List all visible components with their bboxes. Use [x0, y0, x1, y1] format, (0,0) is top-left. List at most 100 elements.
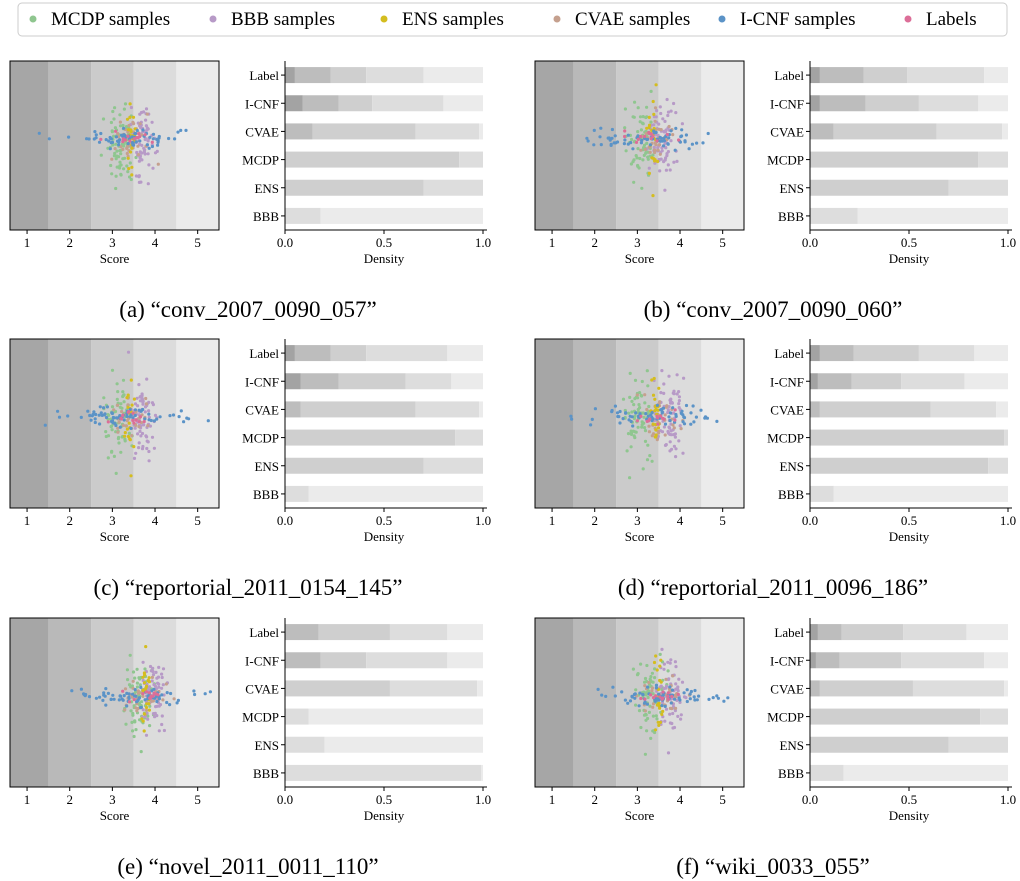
sample-point: [146, 182, 150, 186]
bar-segment: [285, 736, 325, 753]
x-tick-label: 0.5: [901, 513, 917, 528]
sample-point: [145, 143, 149, 147]
sample-point: [115, 382, 119, 386]
sample-point: [119, 145, 123, 149]
sample-point: [652, 148, 657, 152]
sample-point: [139, 750, 143, 754]
sample-point: [132, 137, 136, 141]
sample-point: [669, 397, 673, 401]
x-tick-label: 1.0: [1000, 513, 1016, 528]
sample-point: [623, 138, 627, 142]
sample-point: [659, 111, 663, 116]
category-label: Label: [249, 346, 279, 361]
sample-point: [137, 690, 141, 694]
sample-point: [110, 450, 114, 454]
sample-point: [126, 393, 130, 397]
sample-point: [130, 135, 134, 139]
sample-point: [144, 733, 149, 737]
sample-point: [599, 143, 603, 147]
x-tick-label: 3: [109, 235, 116, 250]
sample-point: [681, 420, 685, 424]
bar-segment: [918, 95, 979, 112]
sample-point: [143, 698, 147, 702]
sample-point: [135, 681, 139, 685]
sample-point: [160, 672, 164, 676]
category-label: MCDP: [767, 431, 804, 446]
sample-point: [672, 160, 676, 164]
sample-point: [662, 382, 666, 386]
sample-point: [132, 421, 136, 425]
bar-segment: [984, 652, 1008, 669]
sample-point: [102, 406, 106, 410]
sample-point: [126, 678, 130, 682]
sample-point: [144, 705, 149, 710]
sample-point: [684, 133, 689, 137]
sample-point: [651, 714, 656, 718]
sample-point: [668, 419, 672, 423]
sample-point: [650, 411, 654, 415]
sample-point: [663, 413, 667, 417]
sample-point: [155, 699, 159, 704]
bar-segment: [285, 207, 321, 224]
sample-point: [644, 131, 648, 136]
sample-point: [652, 126, 656, 131]
sample-point: [147, 708, 151, 712]
sample-point: [660, 430, 665, 434]
sample-point: [137, 159, 141, 163]
bar-segment: [479, 123, 483, 140]
x-tick-label: 0.5: [901, 235, 917, 250]
sample-point: [137, 446, 141, 450]
sample-point: [114, 186, 118, 191]
sample-point: [120, 435, 124, 439]
category-label: Label: [774, 625, 804, 640]
sample-point: [656, 422, 660, 426]
sample-point: [633, 100, 637, 104]
score-band: [48, 618, 92, 787]
sample-point: [626, 701, 630, 705]
sample-point: [663, 719, 667, 723]
sample-point: [161, 667, 166, 671]
bar-segment: [285, 708, 309, 725]
sample-point: [652, 112, 656, 116]
sample-point: [136, 404, 140, 408]
sample-point: [123, 439, 127, 443]
sample-point: [111, 109, 115, 114]
sample-point: [680, 409, 684, 413]
sample-point: [87, 137, 91, 141]
sample-point: [648, 454, 652, 458]
score-band: [535, 61, 574, 230]
sample-point: [650, 419, 654, 423]
category-label: ENS: [779, 738, 804, 753]
sample-point: [640, 425, 644, 429]
sample-point: [141, 675, 145, 679]
sample-point: [99, 131, 103, 136]
sample-point: [657, 143, 661, 147]
sample-point: [669, 701, 673, 705]
category-label: ENS: [779, 459, 804, 474]
bar-segment: [948, 179, 1008, 196]
sample-point: [716, 696, 721, 700]
sample-point: [643, 684, 647, 688]
x-tick-label: 0.0: [277, 235, 293, 250]
x-axis-label: Density: [364, 529, 405, 544]
category-label: I-CNF: [770, 653, 804, 668]
sample-point: [126, 156, 130, 160]
sample-point: [98, 422, 102, 426]
sample-point: [112, 154, 116, 158]
sample-point: [106, 146, 110, 150]
sample-point: [169, 691, 173, 696]
sample-point: [652, 376, 656, 381]
sample-point: [673, 660, 678, 664]
sample-point: [147, 146, 151, 150]
sample-point: [130, 165, 134, 169]
sample-point: [679, 717, 683, 721]
sample-point: [141, 719, 145, 723]
sample-point: [152, 446, 156, 450]
sample-point: [121, 413, 125, 417]
bar-segment: [819, 345, 854, 362]
sample-point: [128, 139, 132, 143]
sample-point: [669, 129, 673, 133]
sample-point: [673, 418, 677, 422]
sample-point: [623, 129, 627, 133]
sample-point: [647, 115, 651, 119]
